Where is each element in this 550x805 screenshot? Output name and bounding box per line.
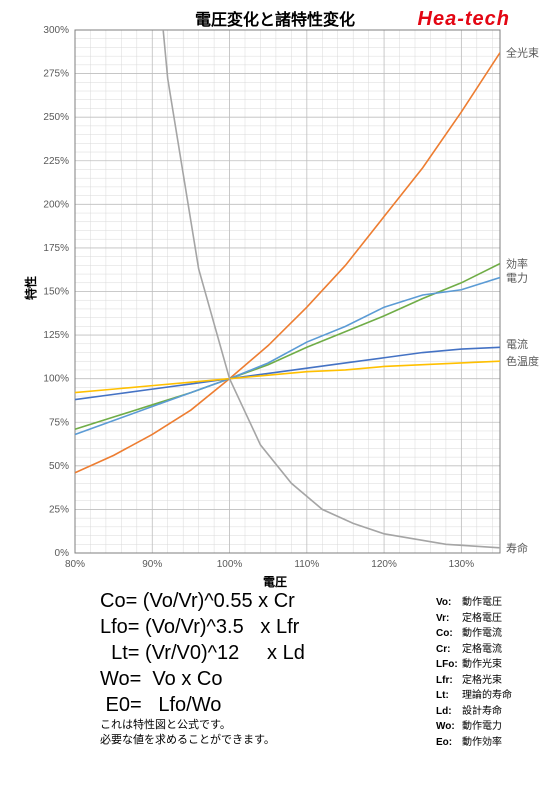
symbol-def-row: Eo:動作効率 <box>436 735 512 751</box>
formula-block: Co= (Vo/Vr)^0.55 x CrLfo= (Vo/Vr)^3.5 x … <box>100 588 400 749</box>
svg-text:110%: 110% <box>294 559 319 570</box>
symbol-def-row: Lfr:定格光束 <box>436 673 512 689</box>
formula-line: Lfo= (Vo/Vr)^3.5 x Lfr <box>100 614 400 640</box>
svg-text:175%: 175% <box>43 243 69 254</box>
symbol-def-row: Ld:設計寿命 <box>436 704 512 720</box>
svg-text:0%: 0% <box>55 548 70 559</box>
svg-text:225%: 225% <box>43 156 69 167</box>
symbol-def-row: Co:動作電流 <box>436 626 512 642</box>
formula-line: Co= (Vo/Vr)^0.55 x Cr <box>100 588 400 614</box>
symbol-def-row: LFo:動作光束 <box>436 657 512 673</box>
formula-note: これは特性図と公式です。 <box>100 718 400 733</box>
series-label: 電力 <box>506 272 528 285</box>
symbol-def-row: Vo:動作電圧 <box>436 595 512 611</box>
svg-text:200%: 200% <box>43 199 69 210</box>
formula-line: Wo= Vo x Co <box>100 666 400 692</box>
symbol-def-row: Wo:動作電力 <box>436 719 512 735</box>
symbol-def-row: Cr:定格電流 <box>436 642 512 658</box>
series-label: 全光束 <box>506 46 539 60</box>
brand-logo: Hea-tech <box>418 8 510 31</box>
svg-text:150%: 150% <box>43 287 69 298</box>
series-label: 電流 <box>506 337 528 351</box>
svg-text:120%: 120% <box>371 559 397 570</box>
svg-text:275%: 275% <box>43 69 69 80</box>
y-axis-label: 特性 <box>22 276 39 300</box>
formula-note: 必要な値を求めることができます。 <box>100 733 400 748</box>
svg-text:80%: 80% <box>65 559 85 570</box>
svg-text:130%: 130% <box>449 559 475 570</box>
formula-line: Lt= (Vr/V0)^12 x Ld <box>100 640 400 666</box>
series-line <box>75 264 500 430</box>
series-line <box>75 361 500 392</box>
symbol-def-row: Lt:理論的寿命 <box>436 688 512 704</box>
formula-line: E0= Lfo/Wo <box>100 692 400 718</box>
svg-text:50%: 50% <box>49 461 69 472</box>
chart-svg: 80% 90% 100% 110% 120% 130% 0% 25% 50% 75% 100% 125… <box>0 0 550 580</box>
svg-text:90%: 90% <box>142 559 162 570</box>
svg-text:250%: 250% <box>43 112 69 123</box>
svg-text:125%: 125% <box>43 330 69 341</box>
title-row: 電圧変化と諸特性変化 Hea-tech <box>0 6 550 30</box>
series-label: 色温度 <box>506 354 539 368</box>
symbol-definitions: Vo:動作電圧Vr:定格電圧Co:動作電流Cr:定格電流LFo:動作光束Lfr:… <box>436 595 512 750</box>
series-label: 寿命 <box>506 541 528 555</box>
svg-text:75%: 75% <box>49 417 69 428</box>
series-label: 効率 <box>506 257 528 271</box>
svg-text:100%: 100% <box>43 374 69 385</box>
symbol-def-row: Vr:定格電圧 <box>436 611 512 627</box>
chart-title: 電圧変化と諸特性変化 <box>195 6 355 30</box>
svg-text:100%: 100% <box>217 559 243 570</box>
svg-text:25%: 25% <box>49 504 69 515</box>
